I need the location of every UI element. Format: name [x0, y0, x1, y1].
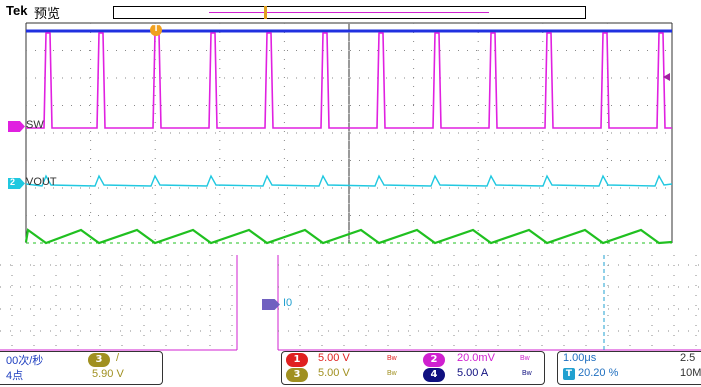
trigger-level: 5.90 V [92, 368, 124, 380]
level-arrow-icon[interactable] [663, 73, 670, 81]
mode-label: 预览 [34, 6, 61, 21]
ch2-scale: 20.0mV [457, 352, 495, 364]
overview-trigger-marker [264, 6, 267, 19]
vout-channel-number: 2 [10, 177, 16, 187]
ch1-badge[interactable]: 1 [286, 353, 308, 367]
ch2-bw: Bw [520, 355, 530, 362]
ch1-bw: Bw [387, 355, 397, 362]
sw-trace [26, 32, 672, 129]
vout-channel-label: VOUT [26, 176, 57, 188]
sw-channel-marker[interactable] [8, 121, 25, 132]
vout-trace [25, 174, 673, 187]
vout-channel-marker[interactable] [8, 178, 25, 189]
ch3-scale: 5.00 V [318, 367, 350, 379]
trigger-pos-icon: T [563, 368, 575, 380]
timebase-value: 1.00μs [563, 352, 597, 364]
brand-label: Tek [6, 3, 28, 18]
ch2-badge[interactable]: 2 [423, 353, 445, 367]
trigger-position-label: T [153, 23, 160, 34]
ch4-badge[interactable]: 4 [423, 368, 445, 382]
acq-rate: 00次/秒 [6, 355, 44, 367]
sw-channel-label: SW [26, 119, 44, 131]
ch1-scale: 5.00 V [318, 352, 350, 364]
ch3-badge[interactable]: 3 [286, 368, 308, 382]
overview-window-line [209, 12, 489, 13]
trigger-position-icon[interactable]: T [150, 23, 162, 36]
i0-channel-label: I0 [283, 297, 293, 309]
sample-rate-a: 2.5 [680, 352, 696, 364]
ch4-bw: Bw [522, 370, 532, 377]
sample-rate-b: 10M [680, 367, 701, 379]
ch4-scale: 5.00 A [457, 367, 489, 379]
acquisition-status-box[interactable] [0, 351, 163, 385]
i0-channel-marker[interactable] [262, 299, 280, 310]
trigger-slope-icon: / [116, 352, 120, 364]
ch3-bw: Bw [387, 370, 397, 377]
trigger-position: 20.20 % [578, 367, 619, 379]
timebase-box[interactable] [557, 351, 701, 385]
channel-scale-box[interactable] [281, 351, 545, 385]
inductor-current-trace [24, 228, 673, 245]
record-overview-bar[interactable] [113, 6, 586, 19]
trigger-channel-badge: 3 [88, 353, 110, 367]
points-count: 4点 [6, 370, 24, 382]
